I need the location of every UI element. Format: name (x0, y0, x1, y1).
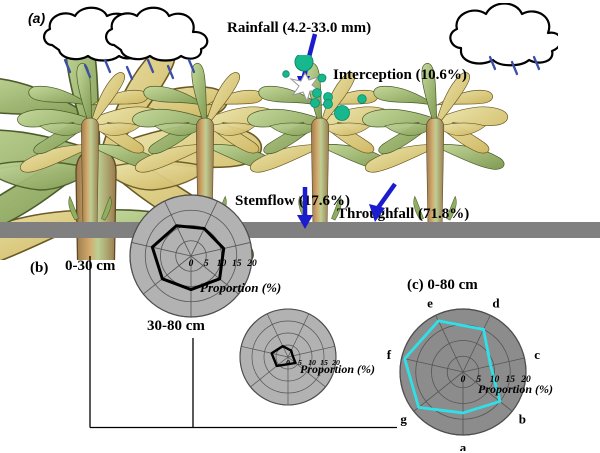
svg-text:a: a (460, 440, 467, 451)
svg-text:c: c (534, 347, 540, 362)
svg-text:e: e (427, 296, 433, 311)
svg-text:g: g (400, 411, 407, 426)
svg-text:d: d (492, 296, 500, 311)
svg-text:0: 0 (461, 375, 466, 385)
svg-text:b: b (519, 411, 526, 426)
